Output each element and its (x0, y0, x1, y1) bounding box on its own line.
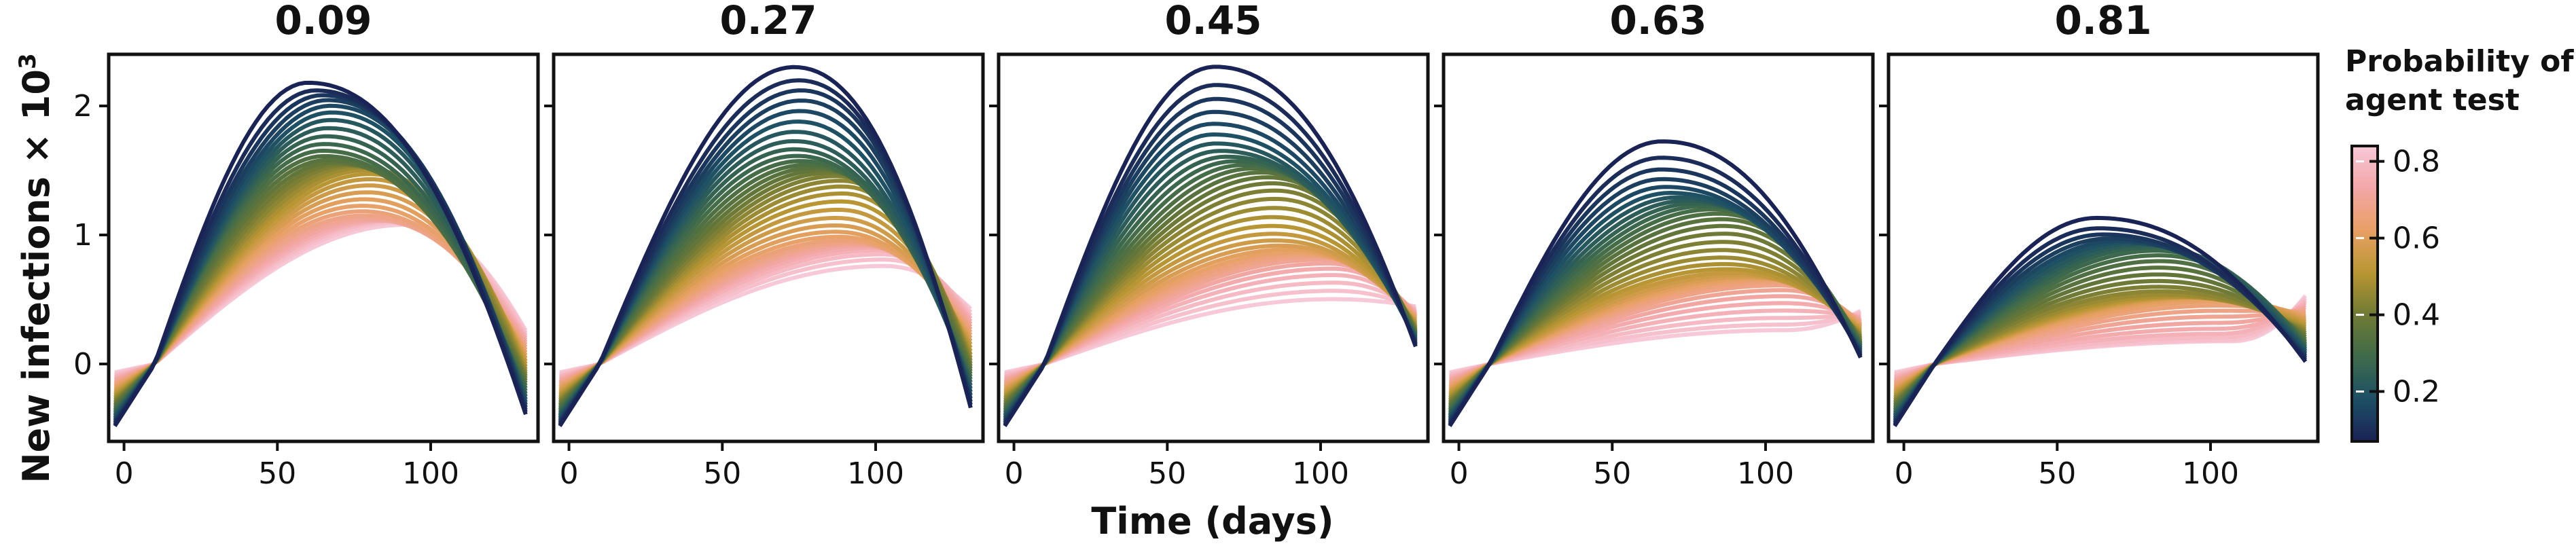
colorbar-tick-label: 0.8 (2393, 145, 2440, 179)
panel-4: 0.63 0 50 100 (1434, 0, 1875, 491)
series-line (113, 177, 528, 395)
series-group (1448, 139, 1863, 428)
y-tick-label: 0 (73, 347, 92, 382)
x-tick-label: 100 (847, 456, 904, 491)
panel-frame (107, 52, 540, 443)
y-axis-label: New infections × 103 (14, 53, 58, 483)
colorbar-tick-label: 0.2 (2393, 375, 2440, 409)
series-group (558, 65, 973, 428)
colorbar-title-line-2: agent test (2345, 83, 2520, 117)
series-line (558, 65, 973, 428)
panel-frame (552, 52, 985, 443)
panel-frame (1442, 52, 1875, 443)
series-line (558, 153, 973, 413)
series-line (1003, 65, 1418, 428)
panel-3: 0.45 0 50 100 (989, 0, 1430, 491)
x-tick-label: 0 (1450, 456, 1469, 491)
panel-title: 0.27 (719, 0, 817, 43)
colorbar-tick-label: 0.6 (2393, 221, 2440, 256)
panel-2: 0.27 0 50 100 (544, 0, 985, 491)
x-tick-label: 100 (2182, 456, 2239, 491)
x-axis-label: Time (days) (1091, 500, 1334, 543)
colorbar-ticks: 0.2 0.4 0.6 0.8 (2356, 145, 2440, 409)
colorbar-gradient (2350, 145, 2379, 443)
x-tick-label: 0 (1005, 456, 1024, 491)
panel-title: 0.63 (1609, 0, 1706, 43)
x-tick-label: 100 (1737, 456, 1794, 491)
panel-title: 0.45 (1164, 0, 1262, 43)
panel-title: 0.81 (2054, 0, 2151, 43)
x-tick-label: 50 (1148, 456, 1186, 491)
panels: 0.09 0 50 100 0 1 2 0.27 0 50 100 0.45 0 50 100 0.63 0 50… (73, 0, 2320, 491)
series-group (1003, 65, 1418, 428)
x-tick-label: 50 (1593, 456, 1631, 491)
series-line (1893, 215, 2308, 428)
x-tick-label: 0 (115, 456, 134, 491)
panel-frame (997, 52, 1430, 443)
x-tick-label: 50 (258, 456, 296, 491)
colorbar: Probability of agent test 0.2 0.4 0.6 0.8 (2345, 44, 2574, 443)
y-tick-label: 1 (73, 218, 92, 253)
panel-1: 0.09 0 50 100 0 1 2 (73, 0, 540, 491)
y-tick-label: 2 (73, 89, 92, 124)
panel-frame (1886, 52, 2320, 443)
x-tick-label: 100 (402, 456, 459, 491)
x-tick-label: 0 (1895, 456, 1914, 491)
series-line (113, 153, 528, 410)
x-tick-label: 0 (560, 456, 579, 491)
x-tick-label: 50 (2038, 456, 2076, 491)
x-tick-label: 50 (703, 456, 741, 491)
y-axis-label-superscript: 3 (14, 53, 41, 69)
colorbar-tick-label: 0.4 (2393, 298, 2440, 333)
series-line (113, 80, 528, 428)
series-line (1448, 139, 1863, 428)
x-tick-label: 100 (1292, 456, 1349, 491)
panel-5: 0.81 0 50 100 (1879, 0, 2320, 491)
panel-title: 0.09 (274, 0, 372, 43)
series-line (113, 162, 528, 405)
series-line (113, 183, 528, 394)
series-group (113, 80, 528, 428)
series-group (1893, 215, 2308, 428)
colorbar-title-line-1: Probability of (2345, 44, 2574, 79)
